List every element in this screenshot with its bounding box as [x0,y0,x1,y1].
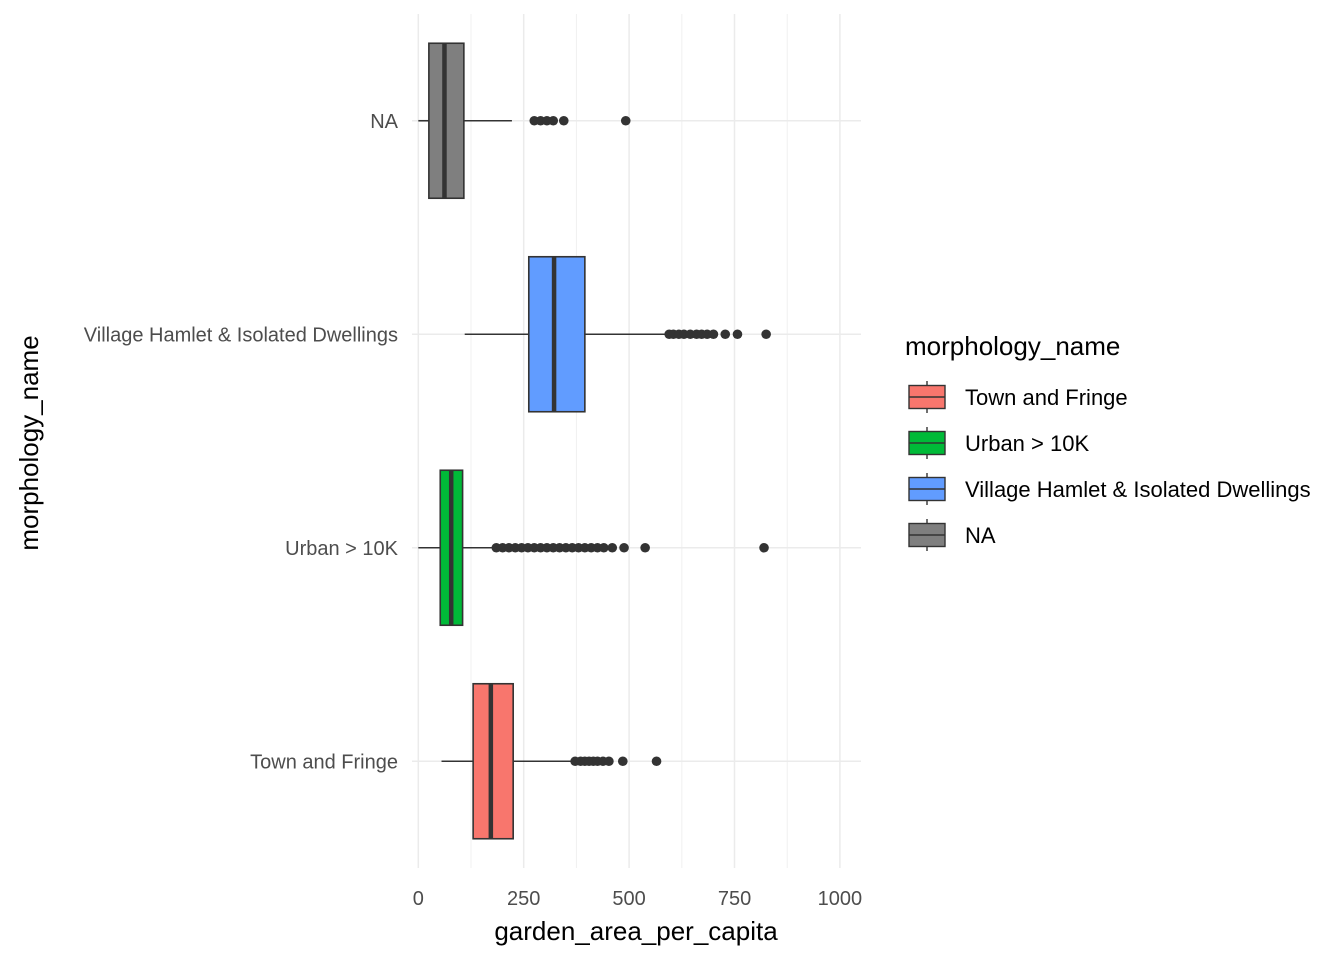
legend-label: Urban > 10K [965,431,1089,456]
outlier-point [619,542,629,553]
outlier-point [651,756,662,767]
outlier-point [708,329,719,340]
outlier-point [617,756,628,767]
y-axis-ticks: Town and Fringe Urban > 10K Village Hamlet… [84,111,399,774]
box [527,255,586,413]
legend-label: NA [965,523,996,548]
legend-item: Urban > 10K [908,427,1089,459]
outlier-point [761,329,771,340]
outlier-point [640,542,650,553]
y-tick-label: Town and Fringe [250,751,398,773]
legend-item: Town and Fringe [908,381,1128,413]
legend-item: NA [908,519,996,551]
outlier-point [558,115,569,126]
legend-item: Village Hamlet & Isolated Dwellings [908,473,1311,505]
boxes [418,42,771,840]
box [472,682,514,840]
outlier-point [599,542,609,553]
outlier-point [604,756,614,767]
x-tick-label: 250 [507,888,540,910]
x-axis-ticks: 0 250 500 750 1000 [413,888,862,910]
outlier-point [607,542,618,553]
legend-label: Village Hamlet & Isolated Dwellings [965,477,1311,502]
x-tick-label: 0 [413,888,424,910]
legend-title: morphology_name [905,331,1120,361]
y-axis-title: morphology_name [14,335,44,550]
y-tick-label: NA [370,111,398,133]
outlier-point [732,329,743,340]
outlier-point [620,115,631,126]
outlier-point [548,115,559,126]
legend: morphology_name Town and Fringe Urban > 1… [905,331,1311,551]
x-axis-title: garden_area_per_capita [494,916,778,946]
outlier-point [759,542,769,553]
y-tick-label: Urban > 10K [285,538,399,560]
x-tick-label: 1000 [818,888,863,910]
x-tick-label: 750 [718,888,751,910]
y-tick-label: Village Hamlet & Isolated Dwellings [84,324,398,346]
box-group [418,42,631,200]
legend-label: Town and Fringe [965,385,1128,410]
x-tick-label: 500 [612,888,645,910]
outlier-point [720,329,731,340]
box-group [418,469,769,627]
box-group [441,682,662,840]
box-group [464,255,771,413]
